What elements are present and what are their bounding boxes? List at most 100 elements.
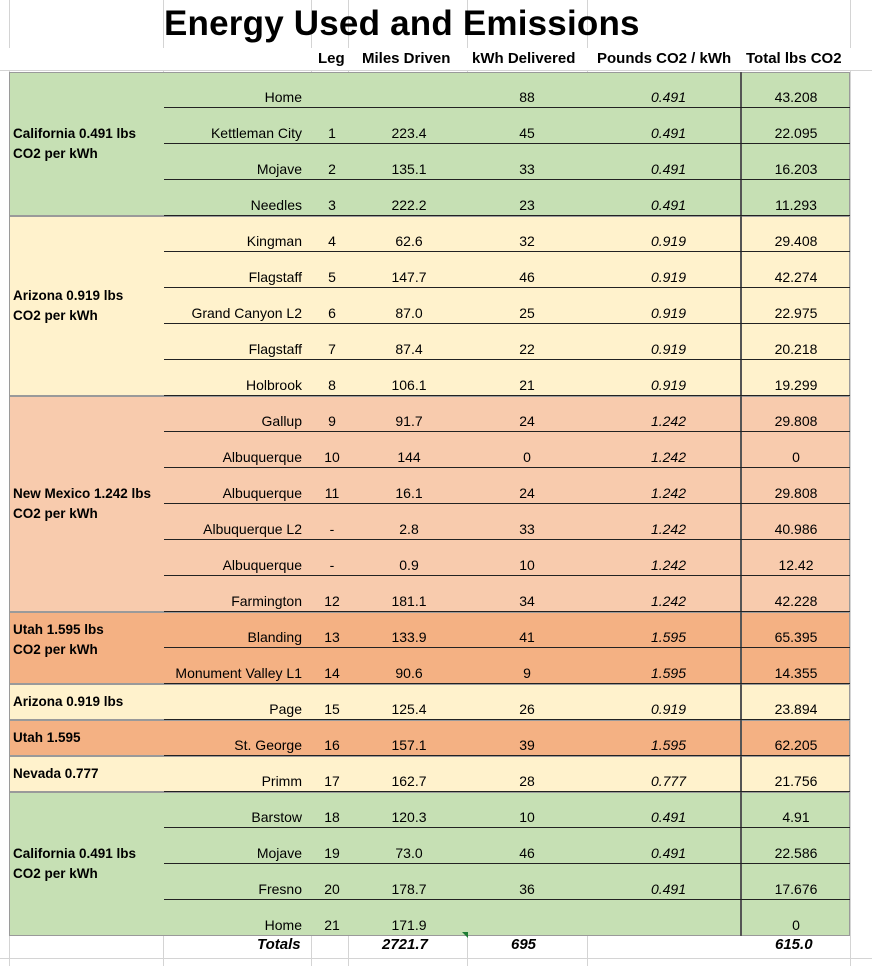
region-band: [9, 684, 850, 720]
rate-cell: 0.919: [650, 341, 686, 357]
totals-label: Totals: [257, 936, 301, 953]
total-cell: 21.756: [774, 773, 818, 789]
kwh-cell: 46: [519, 845, 535, 861]
region-label: Nevada 0.777: [13, 766, 99, 781]
kwh-cell: [468, 915, 586, 935]
leg-cell: 7: [328, 341, 336, 357]
total-cell: 29.808: [774, 413, 818, 429]
miles-cell: 125.4: [391, 701, 427, 717]
total-cell: 11.293: [775, 197, 817, 213]
miles-cell: 87.0: [395, 305, 423, 321]
rate-cell: 1.595: [650, 737, 686, 753]
cell-marker: [462, 932, 468, 938]
region-band: [9, 720, 850, 756]
city-cell: Farmington: [231, 593, 302, 609]
kwh-cell: 10: [519, 557, 535, 573]
leg-cell: 20: [324, 881, 340, 897]
row-divider: [164, 215, 850, 216]
leg-cell: 14: [324, 665, 340, 681]
city-cell: Flagstaff: [248, 269, 302, 285]
rate-cell: 0.491: [650, 161, 686, 177]
total-cell: 22.975: [774, 305, 818, 321]
leg-cell: 13: [324, 629, 340, 645]
miles-cell: 178.7: [391, 881, 427, 897]
header-kwh: kWh Delivered: [472, 50, 576, 67]
miles-cell: 106.1: [391, 377, 427, 393]
row-divider: [164, 359, 850, 360]
total-cell: 14.355: [774, 665, 818, 681]
city-cell: Page: [269, 701, 302, 717]
kwh-cell: 45: [519, 125, 535, 141]
kwh-cell: 33: [519, 521, 535, 537]
rate-cell: 0.491: [650, 845, 686, 861]
row-divider: [164, 467, 850, 468]
city-cell: Monument Valley L1: [175, 665, 302, 681]
miles-cell: 62.6: [395, 233, 423, 249]
totals-total: 615.0: [775, 936, 813, 953]
city-cell: Home: [264, 89, 302, 105]
city-cell: Albuquerque: [222, 449, 302, 465]
total-cell: 4.91: [782, 809, 810, 825]
leg-cell: 18: [324, 809, 340, 825]
leg-cell: 6: [328, 305, 336, 321]
row-divider: [164, 287, 850, 288]
leg-cell: 19: [324, 845, 340, 861]
rate-cell: 0.491: [650, 89, 686, 105]
city-cell: Albuquerque: [222, 485, 302, 501]
rate-cell: 1.242: [650, 413, 686, 429]
totals-miles: 2721.7: [382, 936, 428, 953]
row-divider: [164, 683, 850, 684]
rate-cell: 0.777: [650, 773, 686, 789]
row-divider: [164, 575, 850, 576]
leg-cell: -: [329, 521, 335, 537]
kwh-cell: 28: [519, 773, 535, 789]
total-column-divider: [740, 72, 742, 936]
city-cell: Mojave: [256, 161, 302, 177]
city-cell: Albuquerque: [222, 557, 302, 573]
grid-line: [850, 0, 851, 966]
total-cell: 22.586: [774, 845, 818, 861]
miles-cell: [350, 87, 468, 107]
rate-cell: 0.491: [650, 197, 686, 213]
header-rate: Pounds CO2 / kWh: [597, 50, 732, 67]
total-cell: 43.208: [774, 89, 818, 105]
city-cell: Mojave: [256, 845, 302, 861]
row-divider: [164, 827, 850, 828]
city-cell: Fresno: [258, 881, 302, 897]
total-cell: 29.408: [774, 233, 818, 249]
kwh-cell: 34: [519, 593, 535, 609]
row-divider: [164, 323, 850, 324]
leg-cell: 8: [328, 377, 336, 393]
miles-cell: 162.7: [391, 773, 427, 789]
rate-cell: 1.242: [650, 485, 686, 501]
row-divider: [164, 791, 850, 792]
rate-cell: 1.242: [650, 521, 686, 537]
rate-cell: 1.242: [650, 593, 686, 609]
row-divider: [164, 431, 850, 432]
total-cell: 23.894: [774, 701, 818, 717]
row-divider: [164, 719, 850, 720]
rate-cell: 0.919: [650, 233, 686, 249]
leg-cell: 11: [324, 485, 340, 501]
rate-cell: 0.491: [650, 125, 686, 141]
region-band: [9, 792, 850, 936]
kwh-cell: 25: [519, 305, 535, 321]
region-band: [9, 72, 850, 216]
header-miles: Miles Driven: [362, 50, 451, 67]
row-divider: [164, 611, 850, 612]
total-cell: 42.228: [774, 593, 818, 609]
kwh-cell: 0: [523, 449, 531, 465]
miles-cell: 223.4: [391, 125, 427, 141]
region-label: New Mexico 1.242 lbs CO2 per kWh: [13, 486, 152, 521]
leg-cell: 4: [328, 233, 336, 249]
city-cell: Needles: [250, 197, 302, 213]
kwh-cell: 32: [519, 233, 535, 249]
row-divider: [164, 503, 850, 504]
city-cell: Gallup: [261, 413, 302, 429]
region-label: California 0.491 lbs CO2 per kWh: [13, 846, 137, 881]
city-cell: Home: [264, 917, 302, 933]
kwh-cell: 21: [519, 377, 535, 393]
city-cell: Flagstaff: [248, 341, 302, 357]
kwh-cell: 26: [519, 701, 535, 717]
header-total: Total lbs CO2: [746, 50, 842, 67]
